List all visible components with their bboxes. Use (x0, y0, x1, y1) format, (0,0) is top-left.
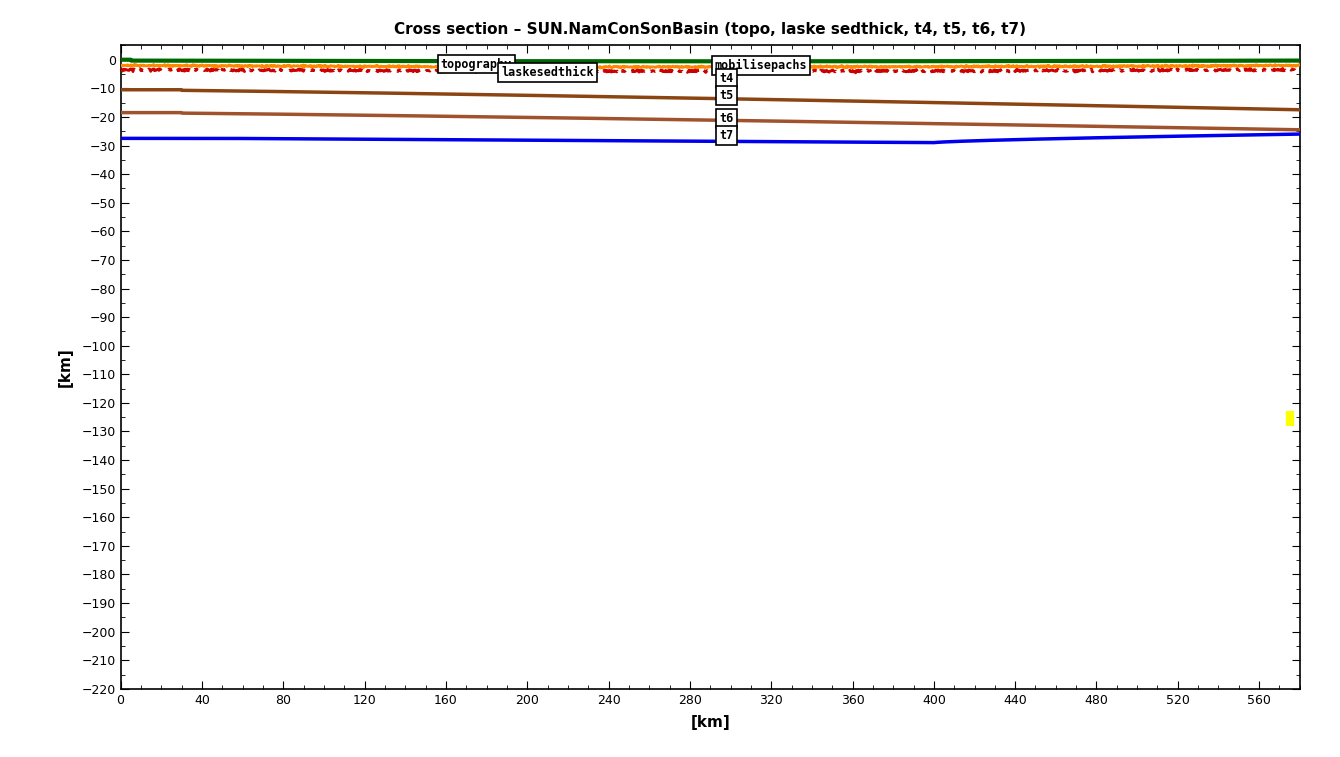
Title: Cross section – SUN.NamConSonBasin (topo, laske sedthick, t4, t5, t6, t7): Cross section – SUN.NamConSonBasin (topo… (394, 22, 1026, 37)
X-axis label: [km]: [km] (690, 715, 730, 730)
Text: t6: t6 (720, 112, 733, 125)
Text: laskesedthick: laskesedthick (501, 66, 594, 79)
Text: topography: topography (441, 58, 512, 70)
Text: t5: t5 (720, 89, 733, 102)
Text: t4: t4 (720, 72, 733, 85)
Y-axis label: [km]: [km] (58, 347, 74, 387)
Text: t7: t7 (720, 129, 733, 142)
Text: mobilisepachs: mobilisepachs (714, 59, 807, 72)
